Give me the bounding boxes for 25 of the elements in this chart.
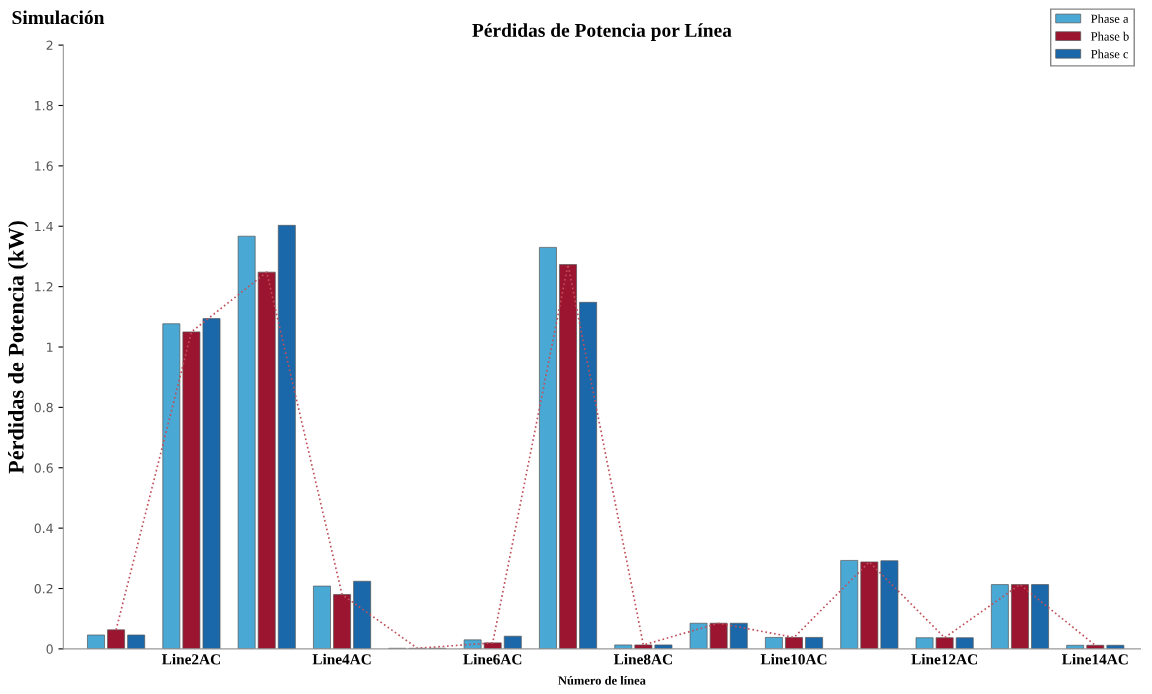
y-tick-label: 0.6 [34,463,53,473]
x-tick-label: Line10AC [760,653,827,665]
y-tick-label: 1.8 [35,100,53,111]
y-tick-label: 1.2 [35,282,53,292]
x-tick-label: Line14AC [1062,653,1128,665]
legend-label: Phase b [1091,31,1129,41]
y-tick-label: 1 [47,342,53,352]
text: Simulación [12,10,105,25]
y-tick-label: 0.8 [34,402,53,413]
y-tick-label: 0.2 [34,583,53,594]
x-axis-title: Número de línea [558,675,646,685]
x-tick-label: Line4AC [312,653,371,665]
y-tick-label: 0.4 [34,523,53,534]
x-tick-label: Line6AC [463,653,522,665]
y-tick-label: 1.6 [35,161,53,171]
legend-label: Phase a [1091,14,1129,23]
y-tick-label: 1.4 [35,221,53,231]
legend-label: Phase c [1091,49,1129,59]
y-tick-label: 2 [46,40,53,50]
chart-title: Pérdidas de Potencia por Línea [472,23,732,41]
y-tick-label: 0 [46,644,53,654]
x-tick-label: Line8AC [613,653,672,665]
y-axis-title: Pérdidas de Potencia (kW) [8,221,29,474]
x-tick-label: Line12AC [911,653,977,665]
x-tick-label: Line2AC [161,653,220,665]
